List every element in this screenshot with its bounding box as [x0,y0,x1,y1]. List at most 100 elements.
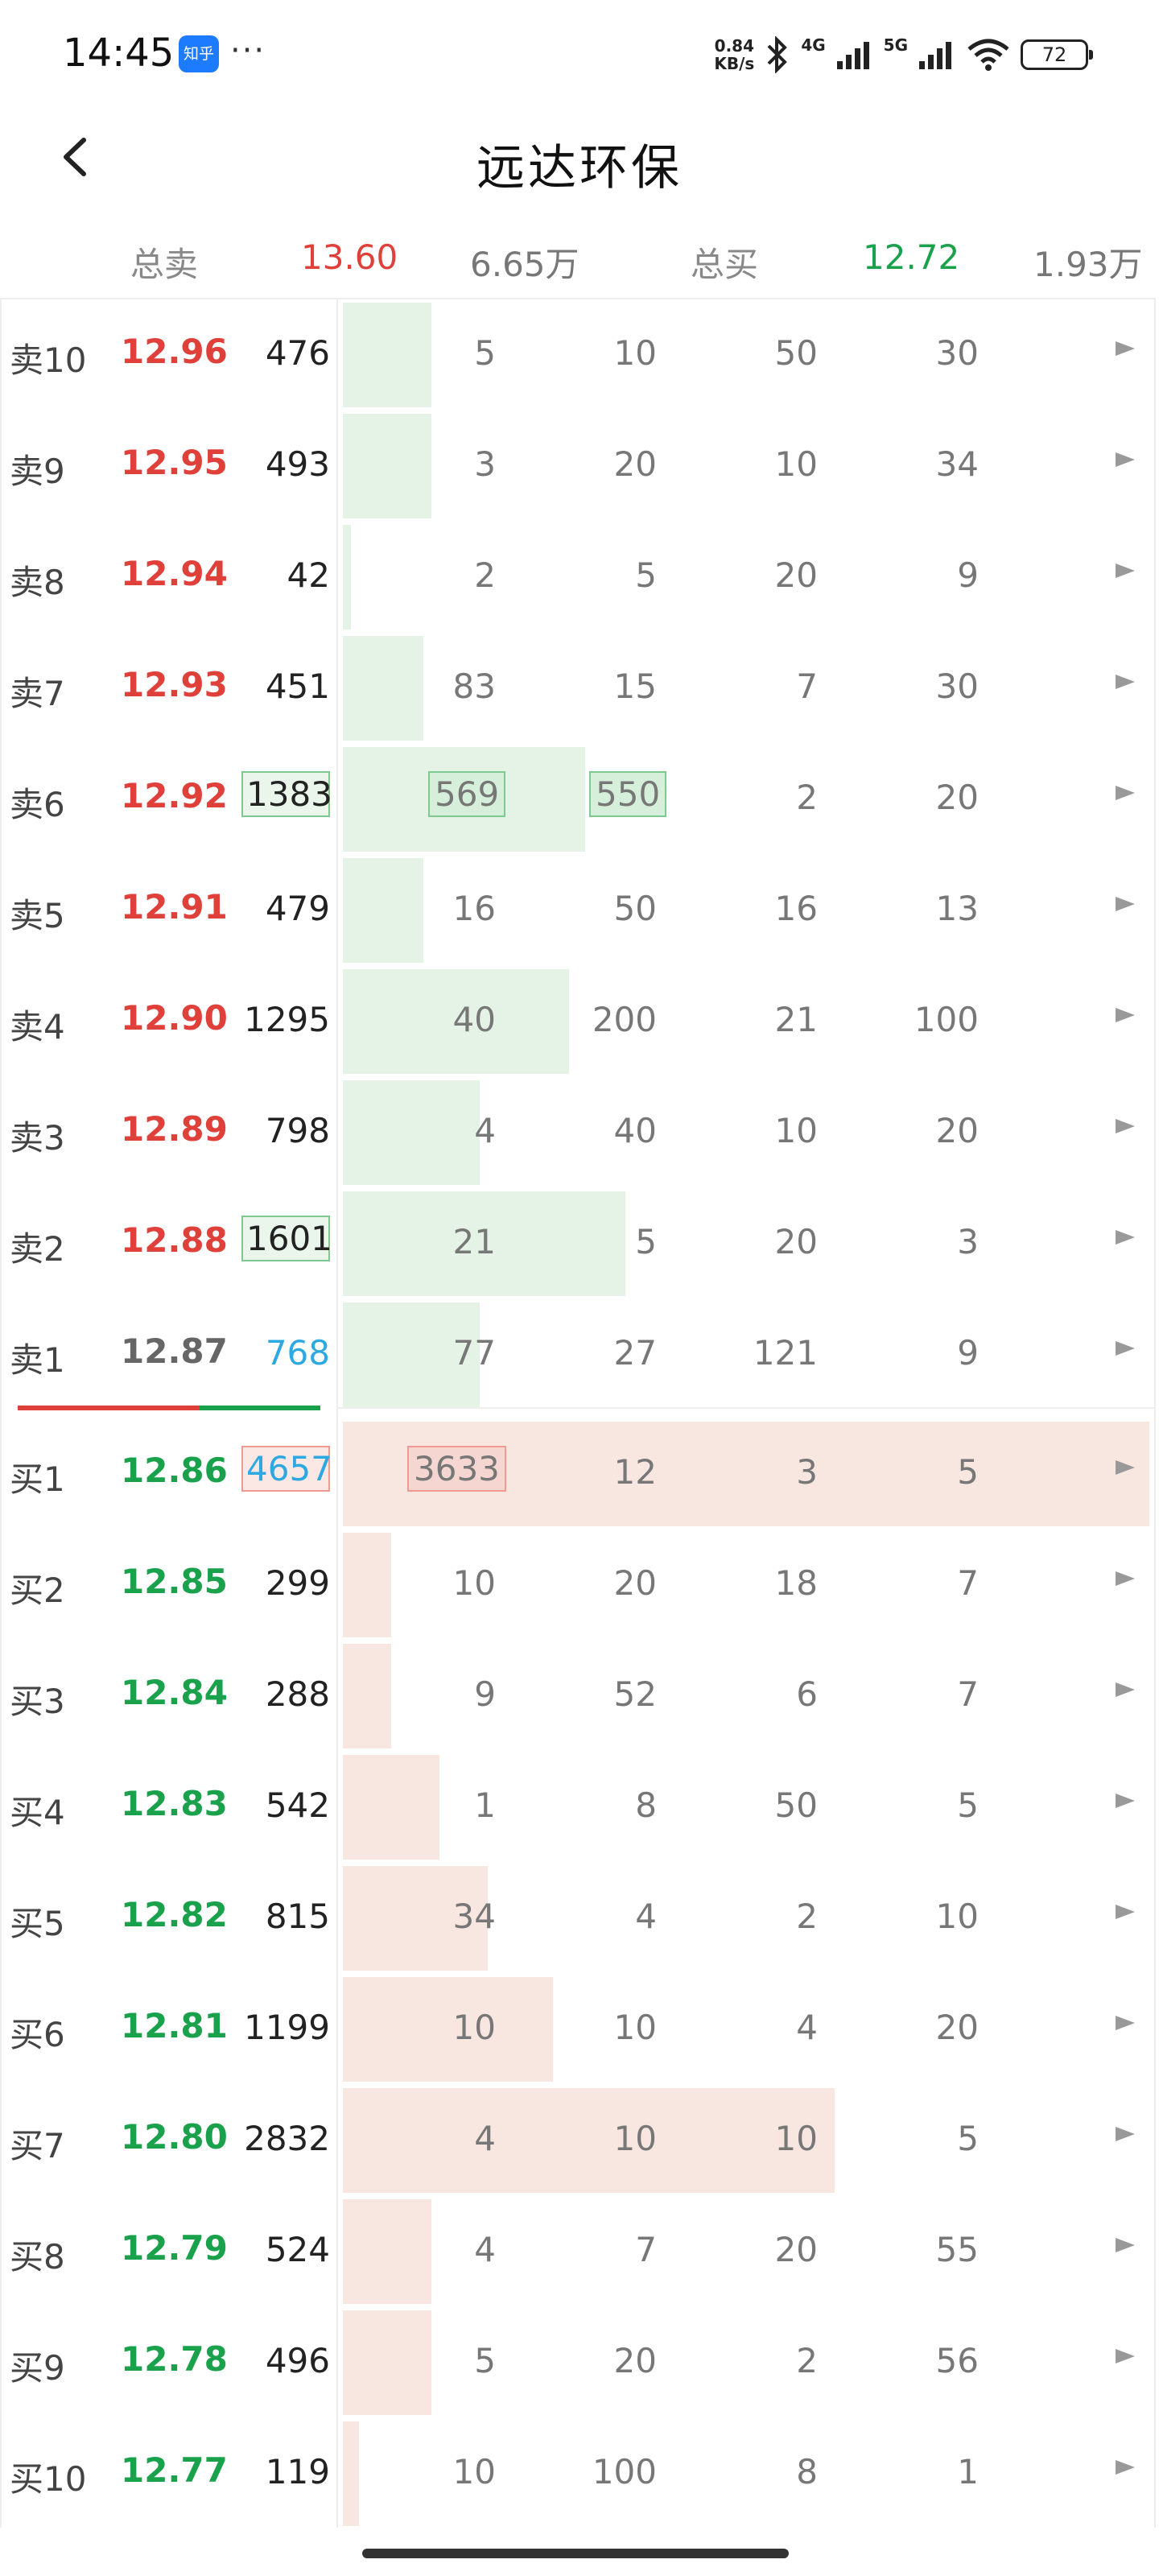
queue-order: 50 [774,1785,818,1825]
depth-bar [343,1977,553,2082]
bid-level-row[interactable]: 买10 12.77 119 10 100 8 1 [0,2417,1159,2528]
level-price: 12.86 [121,1451,228,1490]
page-title: 远达环保 [476,140,683,196]
level-label: 卖1 [10,1340,65,1380]
ask-level-row[interactable]: 卖9 12.95 493 3 20 10 34 [0,409,1159,520]
expand-arrow-icon[interactable] [1116,675,1135,689]
bid-level-row[interactable]: 买6 12.81 1199 10 10 4 20 [0,1972,1159,2083]
queue-order: 20 [935,2008,979,2047]
expand-arrow-icon[interactable] [1116,2016,1135,2030]
expand-arrow-icon[interactable] [1116,341,1135,356]
queue-order: 2 [796,778,818,817]
level-volume: 1601 [241,1216,332,1261]
expand-arrow-icon[interactable] [1116,1905,1135,1919]
queue-order: 30 [935,667,979,706]
queue-order: 9 [474,1674,496,1714]
queue-order: 20 [774,555,818,595]
queue-order: 6 [796,1674,818,1714]
level-price: 12.94 [121,554,228,593]
ask-ratio-bar [18,1406,200,1410]
status-time: 14:45 [63,31,175,76]
ask-level-row[interactable]: 卖3 12.89 798 4 40 10 20 [0,1075,1159,1187]
expand-arrow-icon[interactable] [1116,1008,1135,1022]
ask-level-row[interactable]: 卖5 12.91 479 16 50 16 13 [0,853,1159,964]
queue-order: 5 [635,1222,657,1261]
expand-arrow-icon[interactable] [1116,1682,1135,1697]
bid-level-row[interactable]: 买5 12.82 815 34 4 2 10 [0,1861,1159,1972]
order-book: 卖10 12.96 476 5 10 50 30 卖9 12.95 493 3 20 10 34 卖8 12.… [0,298,1159,2536]
bid-level-row[interactable]: 买4 12.83 542 1 8 50 5 [0,1750,1159,1861]
queue-order: 4 [635,1897,657,1936]
expand-arrow-icon[interactable] [1116,1460,1135,1475]
expand-arrow-icon[interactable] [1116,786,1135,800]
level-volume: 1199 [244,2008,330,2047]
level-price: 12.90 [121,998,228,1038]
queue-order: 21 [774,1000,818,1039]
expand-arrow-icon[interactable] [1116,1230,1135,1245]
expand-arrow-icon[interactable] [1116,1794,1135,1808]
bid-level-row[interactable]: 买7 12.80 2832 4 10 10 5 [0,2083,1159,2194]
bid-level-row[interactable]: 买1 12.86 4657 3633 12 3 5 [0,1417,1159,1528]
bid-level-row[interactable]: 买2 12.85 299 10 20 18 7 [0,1528,1159,1639]
total-sell-volume: 6.65万 [470,245,580,284]
expand-arrow-icon[interactable] [1116,1571,1135,1586]
queue-order: 27 [613,1333,657,1373]
queue-order: 20 [774,2230,818,2269]
level-volume: 299 [265,1563,330,1603]
queue-order: 5 [957,1452,979,1492]
queue-order: 55 [935,2230,979,2269]
bluetooth-icon [767,36,788,73]
queue-order: 3 [796,1452,818,1492]
queue-order: 4 [796,2008,818,2047]
level-volume: 493 [265,444,330,484]
expand-arrow-icon[interactable] [1116,452,1135,467]
level-label: 买8 [10,2237,65,2277]
queue-order: 4 [474,1111,496,1150]
ask-level-row[interactable]: 卖6 12.92 1383 569 550 2 20 [0,742,1159,853]
ask-level-row[interactable]: 卖10 12.96 476 5 10 50 30 [0,298,1159,409]
queue-order: 20 [613,1563,657,1603]
queue-order: 5 [474,2341,496,2380]
level-volume: 476 [265,333,330,373]
back-button[interactable] [48,129,105,185]
bid-level-row[interactable]: 买8 12.79 524 4 7 20 55 [0,2194,1159,2306]
queue-order: 15 [613,667,657,706]
bid-level-row[interactable]: 买9 12.78 496 5 20 2 56 [0,2306,1159,2417]
expand-arrow-icon[interactable] [1116,1119,1135,1133]
queue-order: 100 [592,2452,657,2491]
level-label: 买10 [10,2459,87,2499]
queue-order: 52 [613,1674,657,1714]
ask-level-row[interactable]: 卖7 12.93 451 83 15 7 30 [0,631,1159,742]
level-label: 买1 [10,1459,65,1499]
depth-bar [343,2421,359,2526]
expand-arrow-icon[interactable] [1116,2127,1135,2141]
level-price: 12.85 [121,1562,228,1601]
depth-bar [343,858,423,963]
order-book-frame [0,298,1156,2528]
level-label: 买6 [10,2015,65,2054]
expand-arrow-icon[interactable] [1116,2349,1135,2363]
expand-arrow-icon[interactable] [1116,564,1135,578]
home-indicator[interactable] [362,2549,789,2558]
queue-order: 2 [796,2341,818,2380]
ask-level-row[interactable]: 卖4 12.90 1295 40 200 21 100 [0,964,1159,1075]
network-speed: 0.84 KB/s [714,37,754,72]
level-volume: 768 [265,1333,330,1373]
queue-order: 18 [774,1563,818,1603]
queue-order: 40 [613,1111,657,1150]
queue-order: 10 [774,444,818,484]
network-5g-label: 5G [883,35,908,55]
depth-bar [343,2310,431,2415]
ask-level-row[interactable]: 卖2 12.88 1601 21 5 20 3 [0,1187,1159,1298]
level-label: 卖8 [10,563,65,602]
network-speed-value: 0.84 [714,36,755,56]
bid-level-row[interactable]: 买3 12.84 288 9 52 6 7 [0,1639,1159,1750]
ask-level-row[interactable]: 卖8 12.94 42 2 5 20 9 [0,520,1159,631]
level-price: 12.83 [121,1784,228,1823]
ask-level-row[interactable]: 卖1 12.87 768 77 27 121 9 [0,1298,1159,1409]
expand-arrow-icon[interactable] [1116,2460,1135,2475]
depth-bar [343,2088,835,2193]
expand-arrow-icon[interactable] [1116,2238,1135,2252]
expand-arrow-icon[interactable] [1116,897,1135,911]
expand-arrow-icon[interactable] [1116,1341,1135,1356]
